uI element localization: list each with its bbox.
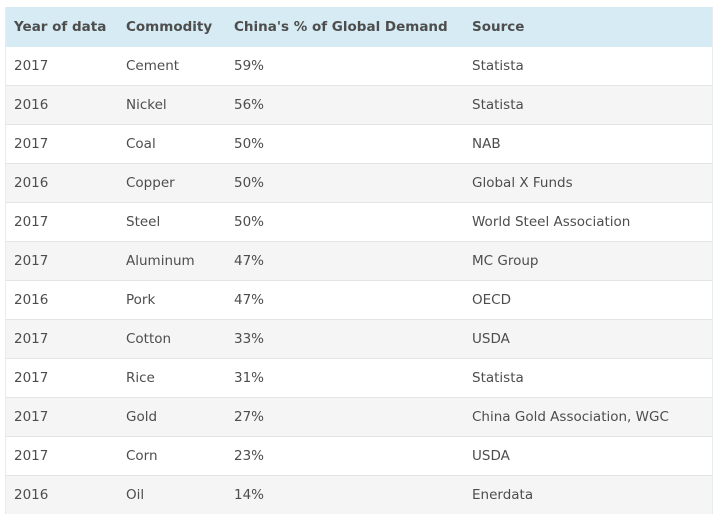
cell-source: World Steel Association: [464, 202, 712, 242]
cell-source: Statista: [464, 85, 712, 125]
cell-commodity: Corn: [118, 436, 226, 476]
cell-china-share: 47%: [226, 241, 464, 281]
cell-source: OECD: [464, 280, 712, 320]
cell-china-share: 47%: [226, 280, 464, 320]
cell-commodity: Pork: [118, 280, 226, 320]
commodity-demand-table: Year of data Commodity China's % of Glob…: [6, 7, 712, 514]
cell-year: 2017: [6, 241, 118, 281]
table-row: 2017 Cement 59% Statista: [6, 47, 712, 86]
table-row: 2017 Corn 23% USDA: [6, 436, 712, 476]
table-row: 2017 Aluminum 47% MC Group: [6, 241, 712, 281]
column-header-china-share: China's % of Global Demand: [234, 19, 448, 35]
cell-china-share: 23%: [226, 436, 464, 476]
cell-year: 2017: [6, 436, 118, 476]
cell-china-share: 56%: [226, 85, 464, 125]
cell-china-share: 50%: [226, 202, 464, 242]
cell-year: 2017: [6, 47, 118, 86]
header-row: Year of data Commodity China's % of Glob…: [6, 7, 712, 47]
cell-china-share: 59%: [226, 47, 464, 86]
table-row: 2017 Coal 50% NAB: [6, 124, 712, 164]
cell-year: 2017: [6, 358, 118, 398]
cell-commodity: Cement: [118, 47, 226, 86]
table-row: 2016 Pork 47% OECD: [6, 280, 712, 320]
cell-commodity: Cotton: [118, 319, 226, 359]
cell-commodity: Gold: [118, 397, 226, 437]
cell-year: 2017: [6, 202, 118, 242]
cell-source: Global X Funds: [464, 163, 712, 203]
cell-source: USDA: [464, 436, 712, 476]
cell-year: 2017: [6, 124, 118, 164]
cell-china-share: 50%: [226, 124, 464, 164]
cell-commodity: Nickel: [118, 85, 226, 125]
cell-commodity: Aluminum: [118, 241, 226, 281]
cell-year: 2017: [6, 319, 118, 359]
column-header-source: Source: [472, 19, 525, 35]
cell-china-share: 31%: [226, 358, 464, 398]
table-row: 2017 Steel 50% World Steel Association: [6, 202, 712, 242]
cell-commodity: Copper: [118, 163, 226, 203]
cell-source: Enerdata: [464, 475, 712, 514]
table-row: 2016 Copper 50% Global X Funds: [6, 163, 712, 203]
cell-china-share: 14%: [226, 475, 464, 514]
cell-source: MC Group: [464, 241, 712, 281]
cell-year: 2016: [6, 475, 118, 514]
cell-year: 2016: [6, 280, 118, 320]
cell-commodity: Oil: [118, 475, 226, 514]
cell-china-share: 27%: [226, 397, 464, 437]
table-body: 2017 Cement 59% Statista 2016 Nickel 56% Statis…: [6, 47, 712, 514]
cell-china-share: 33%: [226, 319, 464, 359]
cell-source: Statista: [464, 358, 712, 398]
table-row: 2017 Rice 31% Statista: [6, 358, 712, 398]
table-row: 2016 Nickel 56% Statista: [6, 85, 712, 125]
cell-year: 2017: [6, 397, 118, 437]
cell-year: 2016: [6, 163, 118, 203]
column-header-commodity: Commodity: [126, 19, 213, 35]
cell-source: Statista: [464, 47, 712, 86]
cell-commodity: Coal: [118, 124, 226, 164]
table-header: Year of data Commodity China's % of Glob…: [6, 7, 712, 47]
cell-source: NAB: [464, 124, 712, 164]
cell-source: China Gold Association, WGC: [464, 397, 712, 437]
commodity-demand-table-container: Year of data Commodity China's % of Glob…: [5, 7, 713, 514]
column-header-year: Year of data: [14, 19, 107, 35]
cell-china-share: 50%: [226, 163, 464, 203]
cell-year: 2016: [6, 85, 118, 125]
cell-commodity: Rice: [118, 358, 226, 398]
cell-source: USDA: [464, 319, 712, 359]
table-row: 2017 Gold 27% China Gold Association, WGC: [6, 397, 712, 437]
table-row: 2017 Cotton 33% USDA: [6, 319, 712, 359]
cell-commodity: Steel: [118, 202, 226, 242]
table-row: 2016 Oil 14% Enerdata: [6, 475, 712, 514]
